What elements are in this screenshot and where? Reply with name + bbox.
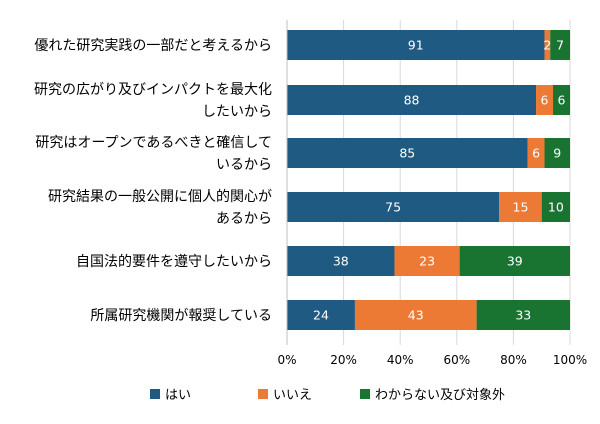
legend: はい いいえ わからない及び対象外 — [150, 388, 505, 403]
data-label: 6 — [558, 93, 566, 108]
bar-segment — [287, 138, 528, 168]
data-label: 6 — [541, 93, 549, 108]
bar-segment — [394, 246, 460, 276]
bar-segment — [287, 85, 537, 115]
category-label: 研究結果の一般公開に個人的関心があるから — [48, 189, 272, 227]
legend-label: いいえ — [273, 388, 312, 403]
category-label-line: 自国法的要件を遵守したいから — [76, 253, 272, 270]
category-label: 研究はオープンであるべきと確信しているから — [35, 135, 272, 173]
category-label-line: 研究結果の一般公開に個人的関心が — [48, 189, 272, 205]
category-label-line: したいから — [202, 104, 272, 120]
bar-segment — [541, 192, 570, 222]
data-label: 33 — [515, 308, 531, 323]
data-label: 2 — [543, 38, 551, 53]
data-label: 24 — [313, 308, 329, 323]
x-tick-label: 60% — [443, 353, 470, 367]
category-label: 自国法的要件を遵守したいから — [76, 253, 272, 270]
data-label: 38 — [333, 254, 349, 269]
category-label-line: 優れた研究実践の一部だと考えるから — [34, 38, 272, 54]
gridlines — [286, 20, 571, 345]
category-label-line: 所属研究機関が報奨している — [90, 308, 272, 324]
data-label: 85 — [399, 146, 415, 161]
bar-segment — [544, 30, 551, 60]
data-label: 91 — [408, 38, 424, 53]
data-label: 43 — [408, 308, 424, 323]
bar-segment — [527, 138, 545, 168]
bar-segment — [476, 300, 570, 330]
bar-segment — [550, 30, 570, 60]
data-label: 88 — [404, 93, 420, 108]
data-label: 10 — [548, 200, 564, 215]
data-label: 9 — [553, 146, 561, 161]
bar-segment — [287, 192, 500, 222]
category-label: 所属研究機関が報奨している — [90, 308, 272, 324]
category-label-line: あるから — [216, 211, 272, 227]
data-label: 7 — [556, 38, 564, 53]
data-label: 6 — [532, 146, 540, 161]
legend-label: わからない及び対象外 — [375, 388, 505, 403]
category-label: 研究の広がり及びインパクトを最大化したいから — [34, 82, 272, 120]
x-tick-label: 0% — [277, 353, 296, 367]
x-tick-label: 40% — [387, 353, 414, 367]
x-tick-label: 100% — [553, 353, 587, 367]
legend-label: はい — [165, 388, 191, 403]
category-label-line: 研究の広がり及びインパクトを最大化 — [34, 82, 272, 98]
bar-segment — [287, 30, 545, 60]
x-tick-label: 80% — [500, 353, 527, 367]
bar-segment — [499, 192, 542, 222]
legend-swatch — [150, 389, 160, 399]
bar-segment — [553, 85, 570, 115]
bar-segment — [287, 246, 395, 276]
legend-swatch — [360, 389, 370, 399]
data-label: 39 — [507, 254, 523, 269]
x-axis: 0% 20% 40% 60% 80% 100% — [277, 20, 587, 367]
bar-segment — [287, 300, 355, 330]
category-label-line: いるから — [216, 157, 272, 173]
x-tick-label: 20% — [330, 353, 357, 367]
bar-segment — [354, 300, 477, 330]
category-labels: 優れた研究実践の一部だと考えるから研究の広がり及びインパクトを最大化したいから研… — [34, 38, 272, 324]
legend-swatch — [258, 389, 268, 399]
data-label: 75 — [385, 200, 401, 215]
category-label: 優れた研究実践の一部だと考えるから — [34, 38, 272, 54]
data-label: 15 — [513, 200, 529, 215]
bar-segment — [459, 246, 570, 276]
bar-segment — [536, 85, 554, 115]
category-label-line: 研究はオープンであるべきと確信して — [35, 135, 272, 151]
data-label: 23 — [419, 254, 435, 269]
bar-segment — [544, 138, 570, 168]
